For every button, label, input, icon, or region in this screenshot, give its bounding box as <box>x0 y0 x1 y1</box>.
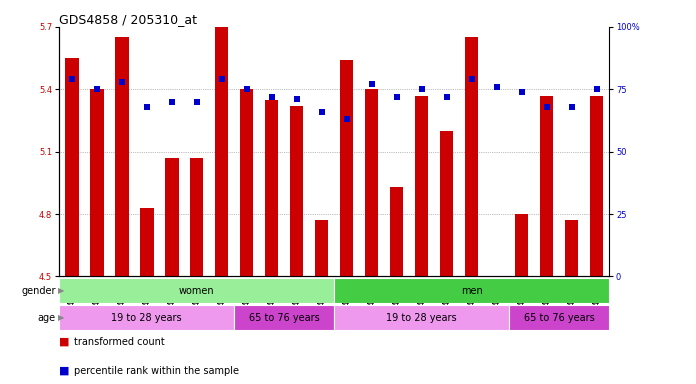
Bar <box>590 96 603 276</box>
Bar <box>509 305 609 330</box>
Text: percentile rank within the sample: percentile rank within the sample <box>74 366 239 376</box>
Bar <box>165 158 178 276</box>
Bar <box>465 37 478 276</box>
Bar <box>290 106 303 276</box>
Bar <box>239 89 253 276</box>
Bar <box>264 100 278 276</box>
Bar <box>234 305 334 330</box>
Text: women: women <box>179 286 214 296</box>
Bar <box>415 96 429 276</box>
Text: 19 to 28 years: 19 to 28 years <box>111 313 182 323</box>
Bar <box>539 96 553 276</box>
Text: ■: ■ <box>59 366 70 376</box>
Bar <box>390 187 404 276</box>
Text: ▶: ▶ <box>58 286 65 295</box>
Bar <box>90 89 104 276</box>
Bar <box>334 305 509 330</box>
Bar <box>315 220 329 276</box>
Bar <box>365 89 379 276</box>
Text: transformed count: transformed count <box>74 337 165 347</box>
Bar <box>215 27 228 276</box>
Bar <box>440 131 453 276</box>
Bar <box>140 208 154 276</box>
Bar <box>340 60 354 276</box>
Bar <box>115 37 129 276</box>
Bar <box>514 214 528 276</box>
Text: ■: ■ <box>59 337 70 347</box>
Text: ▶: ▶ <box>58 313 65 322</box>
Text: age: age <box>38 313 56 323</box>
Text: 65 to 76 years: 65 to 76 years <box>523 313 594 323</box>
Bar <box>59 305 234 330</box>
Text: 65 to 76 years: 65 to 76 years <box>248 313 319 323</box>
Bar <box>65 58 79 276</box>
Text: gender: gender <box>21 286 56 296</box>
Bar <box>564 220 578 276</box>
Text: 19 to 28 years: 19 to 28 years <box>386 313 457 323</box>
Text: men: men <box>461 286 482 296</box>
Text: GDS4858 / 205310_at: GDS4858 / 205310_at <box>59 13 197 26</box>
Bar <box>334 278 609 303</box>
Bar <box>190 158 203 276</box>
Bar <box>59 278 334 303</box>
